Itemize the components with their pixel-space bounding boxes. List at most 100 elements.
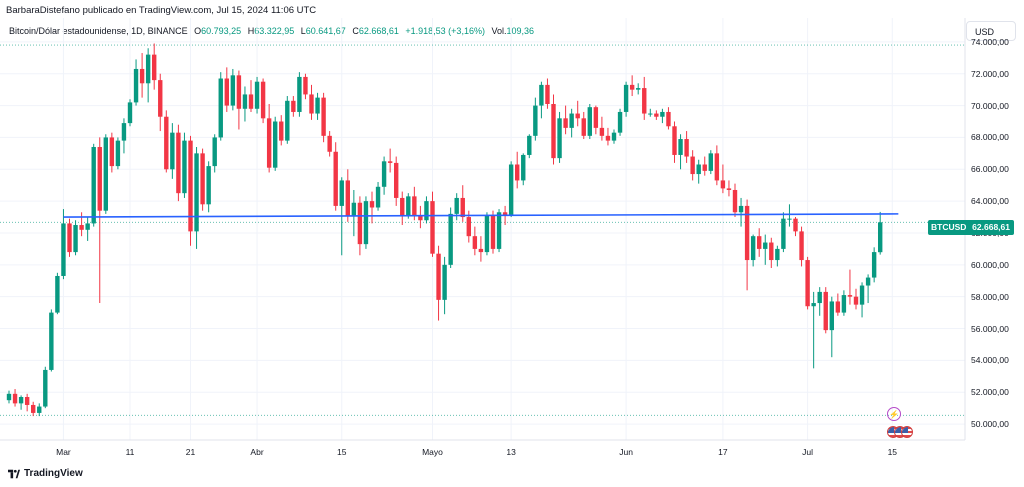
candle-body bbox=[521, 154, 526, 181]
candle-body bbox=[400, 197, 405, 216]
candle-body bbox=[236, 75, 242, 109]
candle-body bbox=[321, 97, 326, 136]
candle-body bbox=[6, 393, 12, 401]
candle-body bbox=[73, 225, 78, 253]
trendline-group[interactable] bbox=[63, 213, 899, 218]
tradingview-logo[interactable]: TradingView bbox=[8, 468, 83, 479]
candle-body bbox=[817, 291, 822, 304]
candle-body bbox=[787, 218, 792, 220]
last-price-tag: BTCUSD 62.668,61 bbox=[928, 220, 1014, 235]
us-flag-icon bbox=[901, 426, 913, 438]
candle-body bbox=[200, 153, 205, 205]
candle-body bbox=[648, 113, 653, 115]
candle-body bbox=[369, 201, 375, 208]
close-value: 62.668,61 bbox=[358, 26, 399, 36]
candle-body bbox=[551, 103, 556, 159]
candle-body bbox=[394, 162, 399, 198]
candle-body bbox=[260, 81, 266, 119]
candle-body bbox=[557, 118, 562, 159]
candle-body bbox=[37, 406, 42, 413]
price-tick-label: 50.000,00 bbox=[971, 419, 1009, 430]
candle-body bbox=[599, 127, 605, 136]
candle-body bbox=[642, 88, 647, 114]
candle-body bbox=[690, 156, 695, 175]
candle-body bbox=[617, 111, 623, 133]
time-tick-label: 15 bbox=[337, 447, 347, 457]
candle-body bbox=[853, 296, 859, 305]
candle-body bbox=[170, 132, 175, 170]
candle-body bbox=[297, 76, 302, 112]
candle-body bbox=[490, 215, 496, 249]
candle-body bbox=[109, 137, 115, 167]
candle-body bbox=[424, 201, 429, 221]
candle-body bbox=[878, 222, 883, 253]
candle-body bbox=[508, 164, 514, 216]
candle-body bbox=[182, 140, 187, 194]
candle-body bbox=[291, 100, 296, 112]
price-tick-label: 74.000,00 bbox=[971, 36, 1009, 47]
candle-body bbox=[466, 217, 471, 237]
candle-body bbox=[158, 80, 163, 117]
candle-body bbox=[593, 107, 599, 128]
price-tick-label: 70.000,00 bbox=[971, 100, 1009, 111]
candle-body bbox=[757, 236, 762, 249]
price-tick-label: 68.000,00 bbox=[971, 132, 1009, 143]
candle-body bbox=[357, 202, 363, 245]
candle-body bbox=[636, 88, 641, 90]
candle-body bbox=[218, 78, 223, 138]
candle-body bbox=[248, 94, 254, 109]
candle-body bbox=[412, 196, 417, 216]
candle-body bbox=[702, 164, 707, 171]
candle-body bbox=[188, 140, 193, 232]
symbol-legend: Bitcoin/Dólar estadounidense, 1D, BINANC… bbox=[9, 26, 534, 36]
candle-body bbox=[605, 135, 611, 141]
candle-body bbox=[315, 97, 320, 114]
candle-body bbox=[67, 223, 72, 253]
candle-body bbox=[242, 94, 248, 109]
candle-body bbox=[436, 253, 441, 300]
candle-body bbox=[841, 295, 847, 313]
candle-body bbox=[823, 291, 828, 331]
candle-body bbox=[285, 100, 290, 141]
candle-body bbox=[654, 113, 659, 117]
candle-body bbox=[164, 116, 169, 170]
candle-body bbox=[448, 213, 453, 265]
candle-body bbox=[714, 153, 720, 181]
us-flag-icon[interactable] bbox=[887, 426, 917, 438]
candle-body bbox=[24, 397, 30, 405]
candle-body bbox=[763, 242, 768, 249]
candle-body bbox=[212, 137, 217, 167]
candle-body bbox=[206, 166, 211, 205]
time-tick-label: Jun bbox=[619, 447, 633, 457]
candle-body bbox=[460, 197, 465, 218]
candle-body bbox=[684, 139, 689, 157]
candle-body bbox=[502, 212, 508, 216]
price-tick-label: 54.000,00 bbox=[971, 355, 1009, 366]
currency-button[interactable]: USD bbox=[966, 21, 1016, 41]
candle-body bbox=[145, 54, 151, 84]
horizontal-lines bbox=[0, 44, 965, 416]
candle-body bbox=[43, 369, 48, 407]
candle-body bbox=[533, 105, 538, 136]
candle-body bbox=[660, 111, 665, 117]
candle-body bbox=[31, 404, 36, 413]
candle-body bbox=[194, 153, 199, 232]
candle-body bbox=[472, 236, 478, 249]
candle-body bbox=[85, 223, 90, 230]
time-tick-label: Abr bbox=[250, 447, 264, 457]
candle-body bbox=[484, 215, 490, 253]
candle-body bbox=[91, 146, 96, 224]
low-key: L bbox=[300, 26, 306, 36]
candle-body bbox=[79, 225, 84, 230]
brand-name: TradingView bbox=[24, 468, 83, 479]
close-key: C bbox=[352, 26, 359, 36]
candle-body bbox=[375, 186, 381, 208]
candle-body bbox=[303, 76, 308, 95]
candle-body bbox=[865, 277, 871, 286]
candle-body bbox=[835, 301, 841, 313]
candle-body bbox=[103, 137, 108, 211]
symbol-name[interactable]: Bitcoin/Dólar estadounidense, 1D, BINANC… bbox=[9, 26, 188, 36]
time-tick-label: 11 bbox=[125, 447, 135, 457]
lightning-icon[interactable]: ⚡ bbox=[887, 407, 901, 421]
